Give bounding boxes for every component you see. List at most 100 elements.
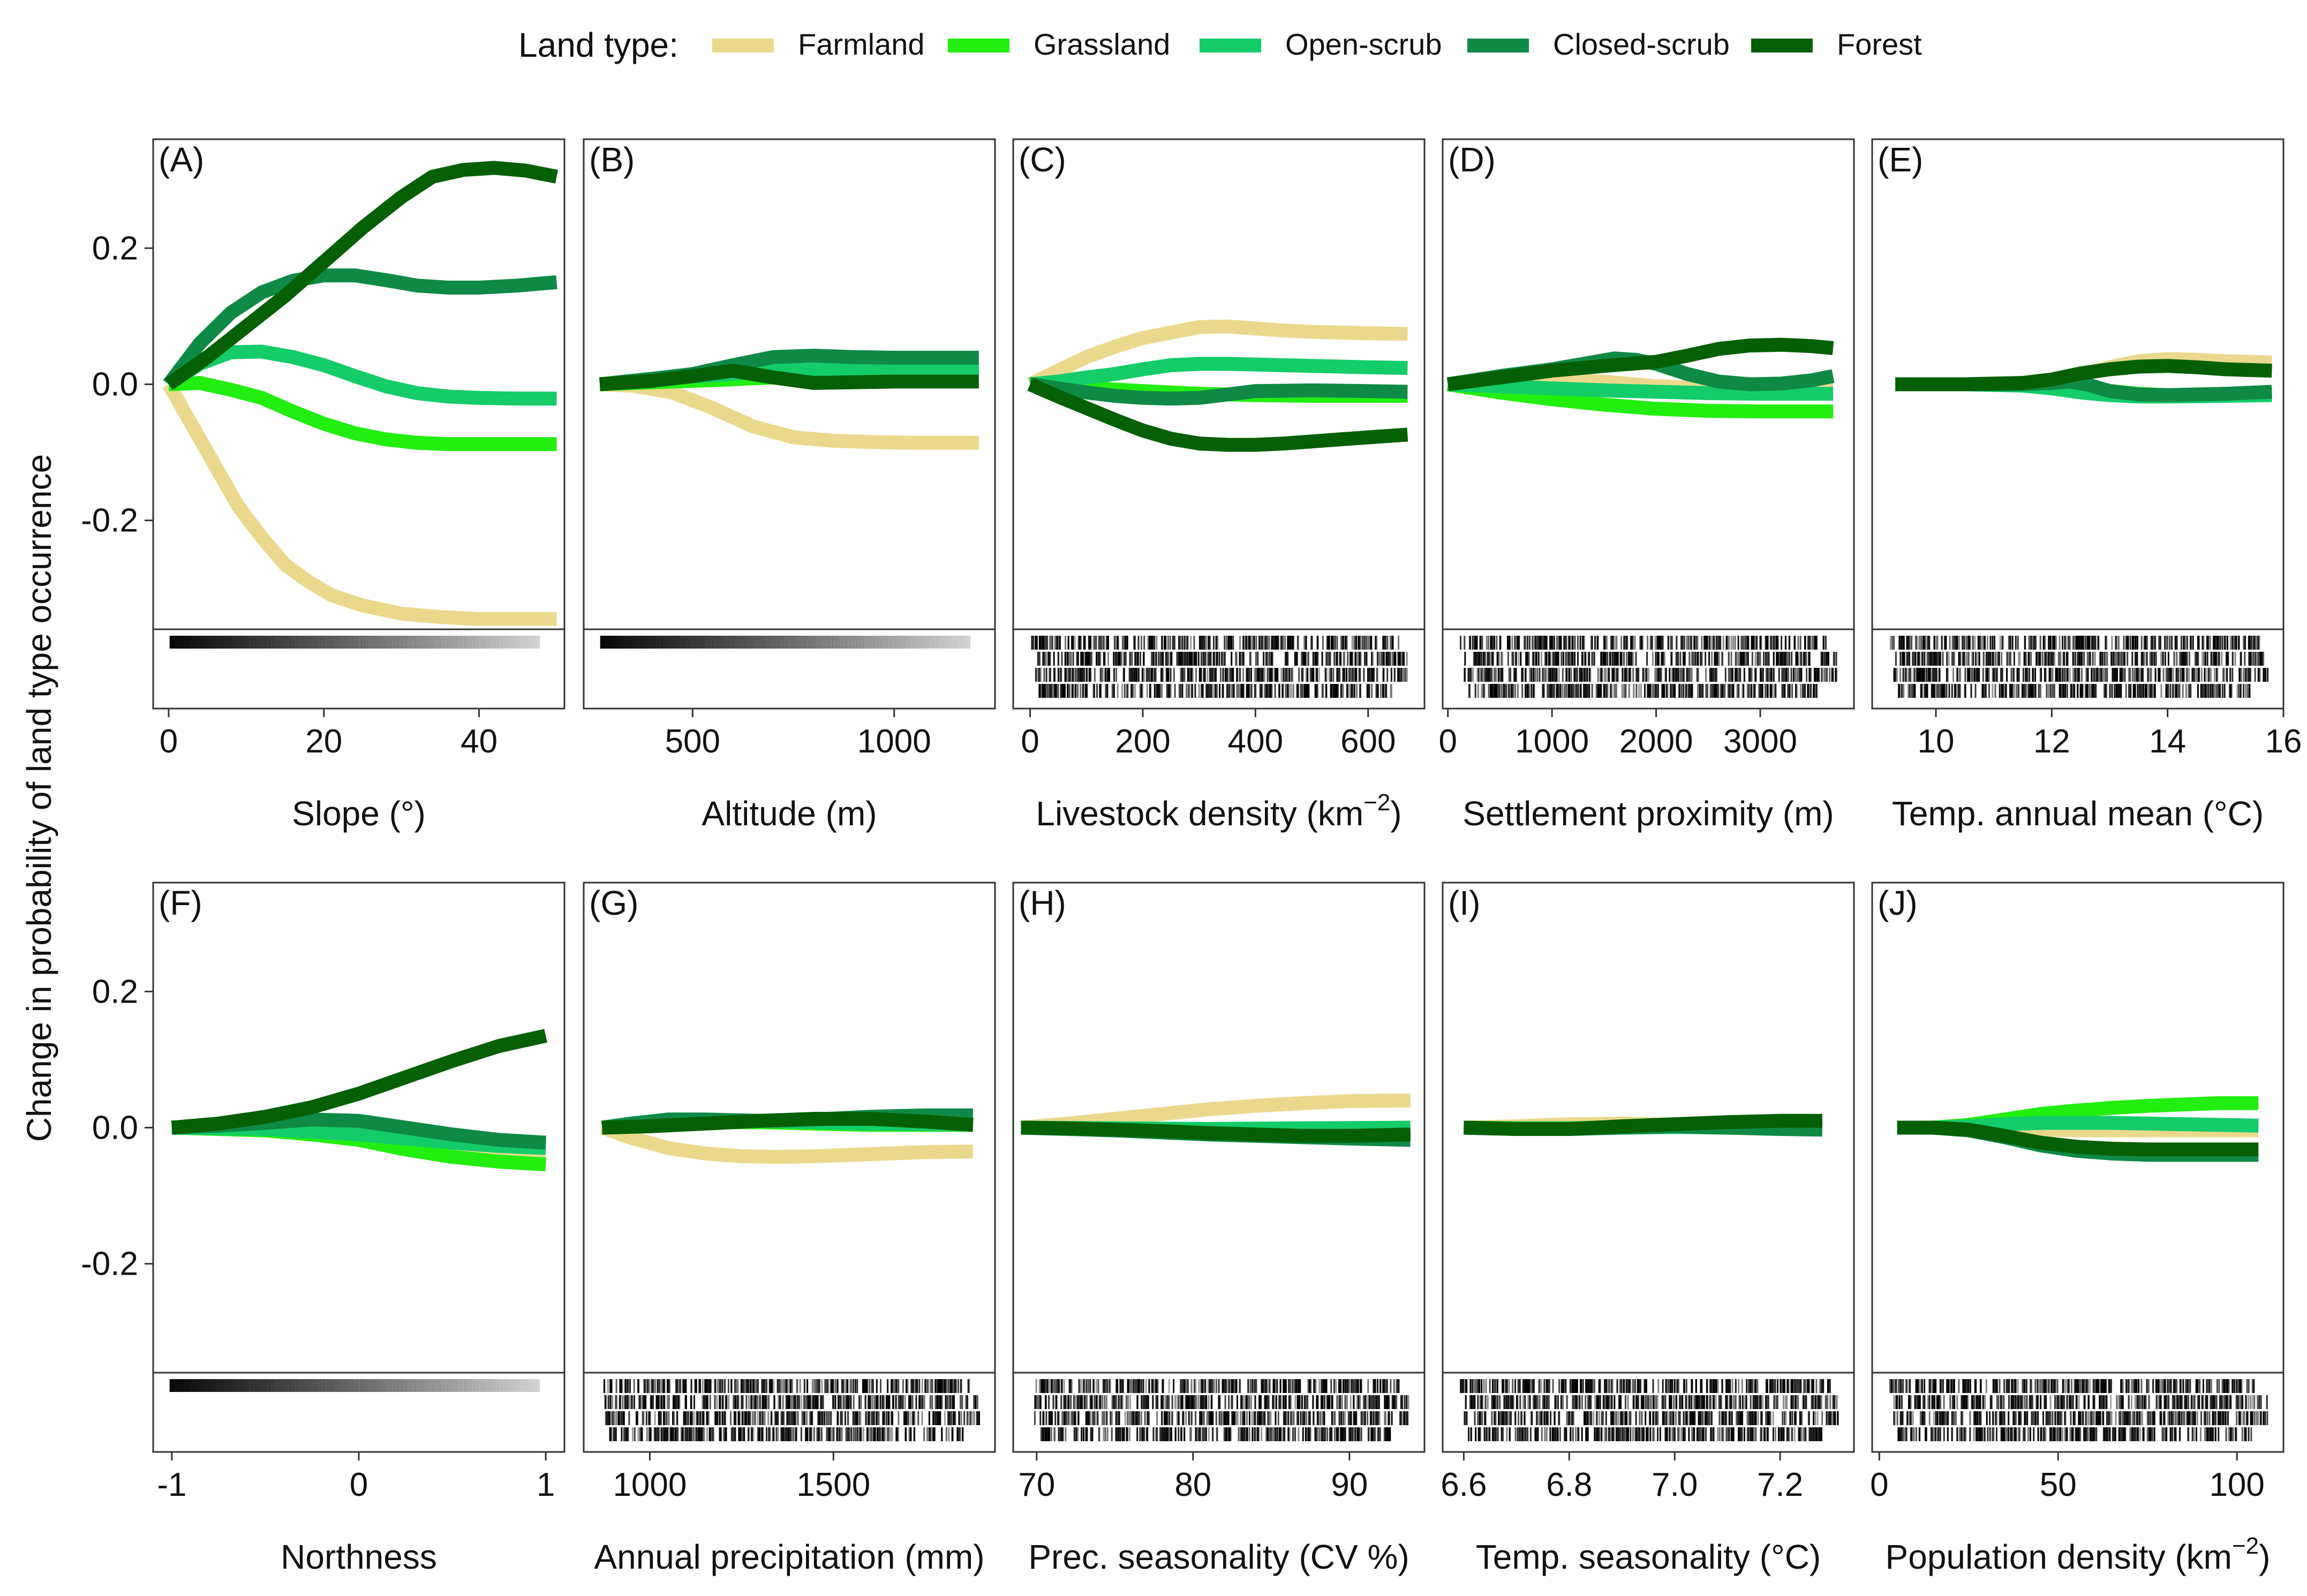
panel-frame — [583, 138, 996, 710]
rug-marks — [1889, 1379, 2268, 1441]
x-tick-label: 1 — [537, 1466, 555, 1503]
x-tick-label: 16 — [2265, 723, 2302, 760]
panel-f: (F) -0.2 0.0 0.2 -1 0 1 Northness — [81, 882, 566, 1576]
x-axis-label: Temp. seasonality (°C) — [1476, 1538, 1821, 1576]
x-axis-label: Altitude (m) — [702, 794, 877, 833]
rug-marks — [1460, 636, 1838, 698]
legend-key-grassland — [948, 39, 1009, 52]
series-lines — [1020, 1093, 1411, 1147]
y-axis-label: Change in probability of land type occur… — [20, 454, 58, 1142]
panel-label: (I) — [1448, 884, 1480, 922]
y-tick-label: 0.0 — [92, 1110, 138, 1147]
x-axis-label-text: Population density (km — [1886, 1538, 2232, 1576]
series-lines — [1464, 1113, 1823, 1137]
x-axis-label: Northness — [281, 1538, 437, 1576]
x-axis-label-text: Northness — [281, 1538, 437, 1576]
series-line-open-scrub — [1029, 357, 1408, 392]
legend-item-forest: Forest — [1751, 27, 1922, 61]
x-tick-label: 1500 — [796, 1466, 870, 1503]
x-tick-label: 0 — [1870, 1466, 1888, 1503]
x-tick-label: -1 — [157, 1466, 186, 1503]
y-tick-label: 0.2 — [92, 230, 138, 267]
panel-frame — [1871, 138, 2285, 710]
x-tick-label: 12 — [2033, 723, 2070, 760]
x-tick-label: 2000 — [1619, 723, 1693, 760]
rug-marks — [1889, 636, 2269, 698]
x-axis-label: Slope (°) — [292, 794, 426, 833]
legend-label-open-scrub: Open-scrub — [1285, 27, 1442, 61]
series-line-forest — [599, 364, 979, 392]
rug-marks — [600, 636, 971, 649]
series-lines — [1446, 337, 1835, 419]
series-line-forest — [601, 1112, 974, 1135]
panel-g: (G) 1000 1500 Annual precipitation (mm) — [583, 882, 996, 1576]
x-axis-label: Settlement proximity (m) — [1462, 794, 1834, 833]
x-tick-label: 7.0 — [1652, 1466, 1698, 1503]
x-axis-label-exponent: −2 — [2232, 1533, 2259, 1559]
series-line-grassland — [168, 376, 557, 451]
panel-i: (I) 6.6 6.8 7.0 7.2 Temp. seasonality (°C) — [1441, 882, 1855, 1576]
panel-label: (E) — [1878, 140, 1923, 179]
series-line-farmland — [600, 1121, 974, 1164]
legend-title: Land type: — [518, 26, 678, 64]
x-axis-label-text: Settlement proximity (m) — [1462, 794, 1834, 833]
panel-frame — [1012, 138, 1426, 710]
x-tick-label: 0 — [1438, 723, 1457, 760]
rug-marks — [1031, 636, 1408, 698]
x-tick-label: 1000 — [613, 1466, 687, 1503]
panel-label: (H) — [1019, 884, 1066, 922]
rug-marks — [169, 1379, 540, 1392]
panel-label: (G) — [589, 884, 638, 922]
rug-marks — [1034, 1379, 1409, 1441]
x-axis-label-text: Temp. seasonality (°C) — [1476, 1538, 1821, 1576]
series-line-farmland — [162, 381, 557, 626]
x-tick-label: 3000 — [1723, 723, 1797, 760]
panel-a: (A) -0.2 0.0 0.2 0 20 40 Slope (°) — [81, 138, 566, 833]
panel-frame — [1012, 882, 1426, 1453]
panel-frame — [152, 138, 566, 710]
x-axis-label: Temp. annual mean (°C) — [1892, 794, 2264, 833]
series-line-closed-scrub — [163, 268, 557, 389]
series-line-forest — [1464, 1113, 1822, 1136]
series-line-forest — [1447, 337, 1834, 392]
legend-item-grassland: Grassland — [948, 27, 1170, 61]
x-axis-label-close: ) — [2259, 1538, 2270, 1576]
rug-marks — [169, 636, 540, 649]
legend-key-forest — [1751, 39, 1813, 52]
x-tick-label: 400 — [1228, 723, 1283, 760]
series-lines — [599, 349, 979, 450]
x-tick-label: 1000 — [1515, 723, 1589, 760]
panel-d: (D) 0 1000 2000 3000 Settlement proximity (m) — [1438, 138, 1855, 833]
legend-item-farmland: Farmland — [712, 27, 925, 61]
series-line-forest — [171, 1029, 547, 1135]
panel-label: (B) — [589, 140, 635, 179]
series-lines — [1897, 1096, 2259, 1162]
legend-key-closed-scrub — [1467, 39, 1529, 52]
series-line-forest — [1897, 1120, 2259, 1157]
x-axis-label-text: Prec. seasonality (CV %) — [1028, 1538, 1409, 1576]
panel-frame — [1871, 882, 2285, 1453]
x-axis-label: Annual precipitation (mm) — [594, 1538, 984, 1576]
y-tick-label: -0.2 — [81, 502, 138, 539]
x-tick-label: 600 — [1340, 723, 1396, 760]
panel-c: (C) 0 200 400 600 Livestock density (km−2) — [1012, 138, 1426, 833]
series-line-forest — [1021, 1120, 1411, 1143]
series-lines — [171, 1029, 547, 1172]
x-tick-label: 20 — [305, 723, 342, 760]
series-line-open-scrub — [164, 344, 557, 406]
series-line-forest — [1895, 359, 2272, 392]
x-axis-label-text: Altitude (m) — [702, 794, 877, 833]
series-line-forest — [1027, 378, 1408, 452]
series-line-farmland — [599, 377, 979, 450]
x-axis-label-close: ) — [1390, 794, 1401, 833]
x-tick-label: 200 — [1115, 723, 1170, 760]
series-line-farmland — [1027, 319, 1408, 391]
series-lines — [600, 1108, 974, 1164]
panel-j: (J) 0 50 100 Population density (km−2) — [1870, 882, 2285, 1576]
legend-label-closed-scrub: Closed-scrub — [1553, 27, 1730, 61]
panel-label: (J) — [1878, 884, 1918, 922]
panel-label: (D) — [1448, 140, 1496, 179]
x-tick-label: 0 — [1021, 723, 1039, 760]
